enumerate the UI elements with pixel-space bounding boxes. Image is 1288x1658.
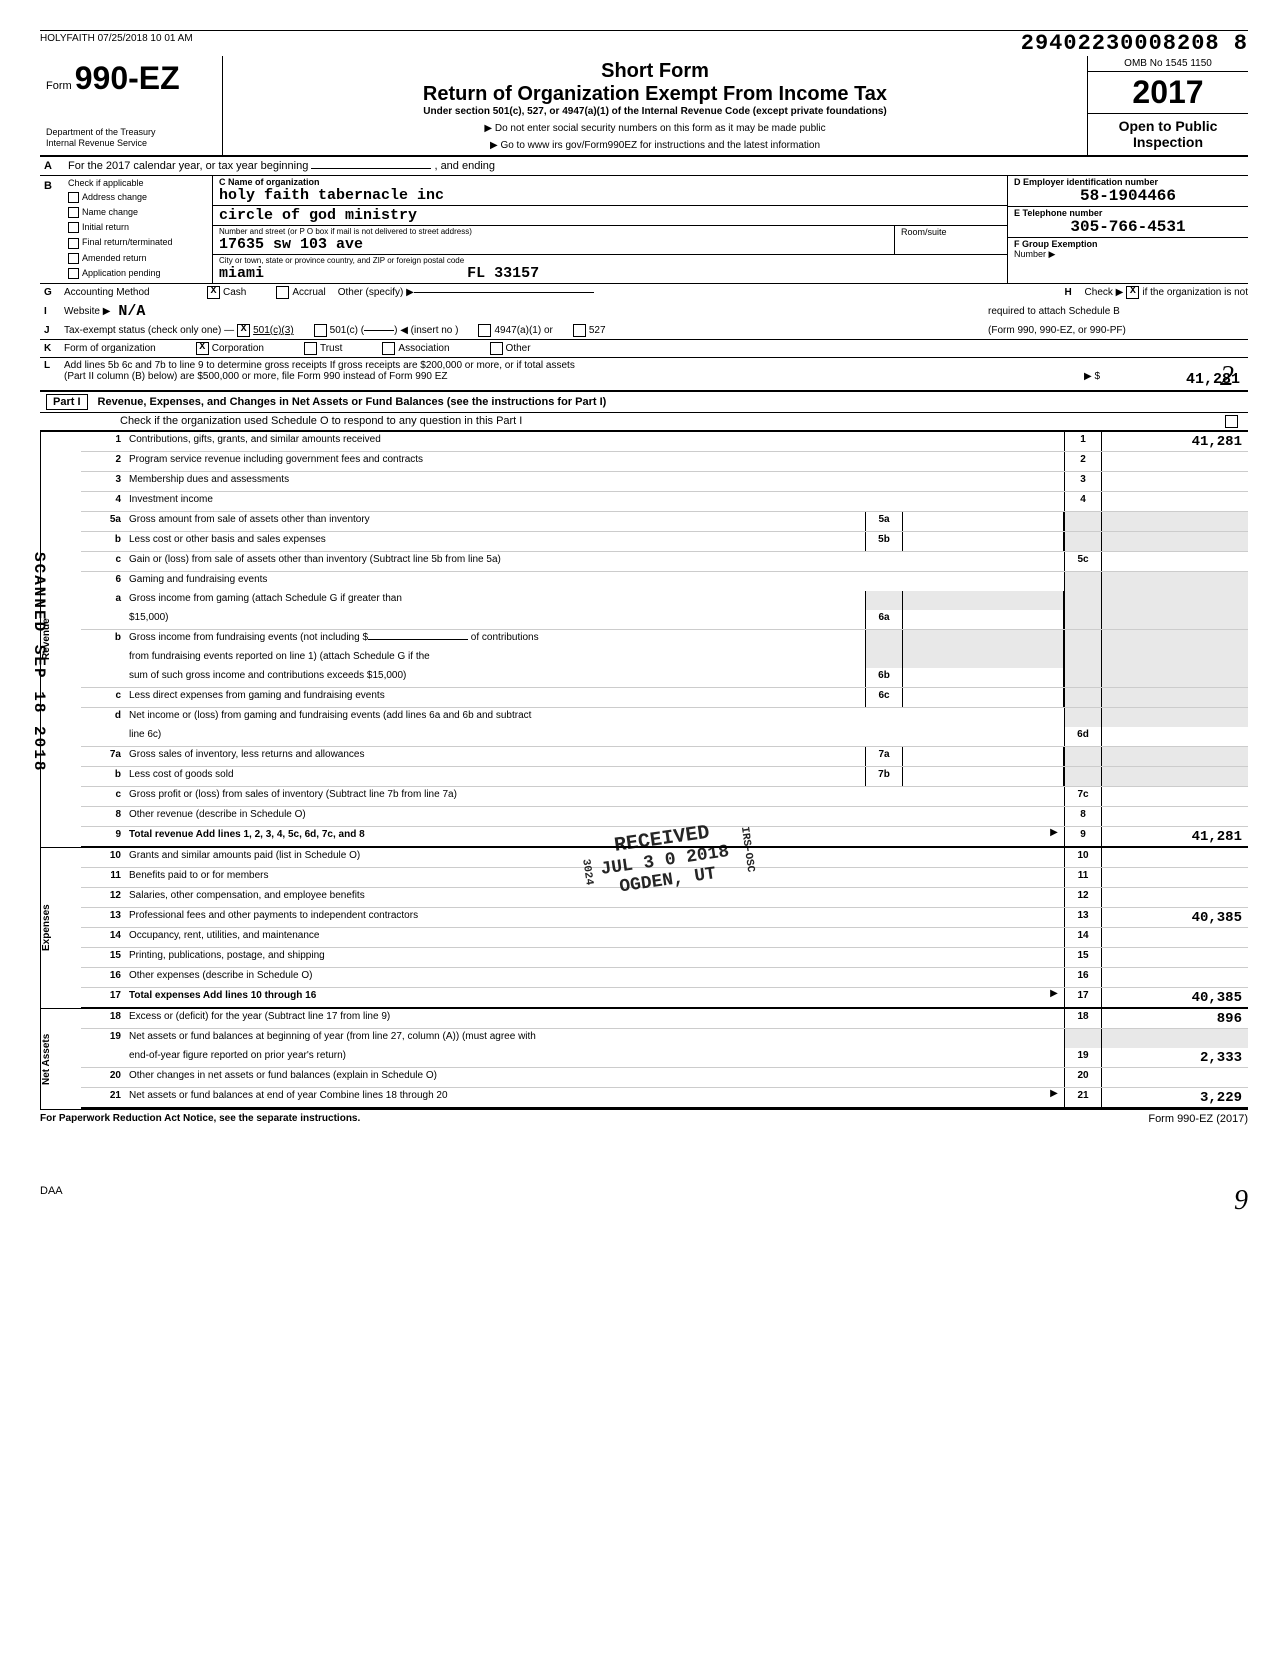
chk-4947[interactable] bbox=[478, 324, 491, 337]
arrow-1: ▶ Do not enter social security numbers o… bbox=[231, 123, 1079, 134]
addr-label: Number and street (or P O box if mail is… bbox=[219, 227, 888, 236]
street-address: 17635 sw 103 ave bbox=[219, 236, 888, 253]
h-text2: required to attach Schedule B bbox=[988, 306, 1248, 317]
ein: 58-1904466 bbox=[1014, 187, 1242, 205]
letter-h: H bbox=[1061, 287, 1085, 298]
main-title: Return of Organization Exempt From Incom… bbox=[231, 83, 1079, 106]
phone: 305-766-4531 bbox=[1014, 218, 1242, 236]
line21-value: 3,229 bbox=[1102, 1088, 1248, 1107]
room-label: Room/suite bbox=[894, 226, 1007, 254]
dept-treasury: Department of the Treasury bbox=[46, 127, 216, 138]
page-number: 9 bbox=[1234, 1185, 1248, 1217]
handwritten-2: 2 bbox=[1220, 361, 1234, 393]
letter-g: G bbox=[40, 287, 64, 298]
website: N/A bbox=[118, 303, 145, 320]
section-a-end: , and ending bbox=[434, 160, 495, 172]
chk-addr[interactable] bbox=[68, 192, 79, 203]
org-name-1: holy faith tabernacle inc bbox=[219, 187, 444, 204]
chk-name[interactable] bbox=[68, 207, 79, 218]
line19-value: 2,333 bbox=[1102, 1048, 1248, 1067]
f-label2: Number ▶ bbox=[1014, 249, 1242, 260]
software-stamp: HOLYFAITH 07/25/2018 10 01 AM bbox=[40, 31, 193, 44]
part1-label: Part I bbox=[46, 394, 88, 410]
control-number: 29402230008208 8 bbox=[1021, 31, 1248, 56]
letter-l: L bbox=[40, 360, 64, 371]
footer-right: Form 990-EZ (2017) bbox=[1148, 1113, 1248, 1125]
chk-501c[interactable] bbox=[314, 324, 327, 337]
part1-header: Part I Revenue, Expenses, and Changes in… bbox=[40, 390, 1248, 413]
irs-label: Internal Revenue Service bbox=[46, 138, 216, 149]
footer-left: For Paperwork Reduction Act Notice, see … bbox=[40, 1113, 360, 1124]
e-label: E Telephone number bbox=[1014, 208, 1242, 218]
section-a-text: For the 2017 calendar year, or tax year … bbox=[68, 160, 308, 172]
line1-value: 41,281 bbox=[1102, 432, 1248, 451]
city-label: City or town, state or province country,… bbox=[219, 256, 1001, 265]
line18-value: 896 bbox=[1102, 1009, 1248, 1028]
top-row: HOLYFAITH 07/25/2018 10 01 AM 2940223000… bbox=[40, 30, 1248, 56]
letter-j: J bbox=[40, 325, 64, 336]
chk-accrual[interactable] bbox=[276, 286, 289, 299]
open-public: Open to Public bbox=[1092, 118, 1244, 134]
form-box: Form 990-EZ Department of the Treasury I… bbox=[40, 56, 223, 155]
l-text1: Add lines 5b 6c and 7b to line 9 to dete… bbox=[64, 360, 1248, 371]
line13-value: 40,385 bbox=[1102, 908, 1248, 927]
scanned-stamp: SCANNED SEP 18 2018 bbox=[30, 552, 48, 772]
chk-amend[interactable] bbox=[68, 253, 79, 264]
form-number: 990-EZ bbox=[75, 60, 180, 96]
chk-cash[interactable]: X bbox=[207, 286, 220, 299]
chk-h[interactable]: X bbox=[1126, 286, 1139, 299]
line9-value: 41,281 bbox=[1102, 827, 1248, 846]
omb-number: OMB No 1545 1150 bbox=[1088, 56, 1248, 72]
side-netassets: Net Assets bbox=[40, 1009, 81, 1109]
city: miami bbox=[219, 265, 264, 282]
short-form-label: Short Form bbox=[231, 60, 1079, 83]
chk-app[interactable] bbox=[68, 268, 79, 279]
inspection: Inspection bbox=[1092, 134, 1244, 150]
chk-corp[interactable]: X bbox=[196, 342, 209, 355]
g-label: Accounting Method bbox=[64, 287, 204, 298]
b-label: Check if applicable bbox=[68, 178, 208, 188]
org-name-2: circle of god ministry bbox=[219, 207, 417, 224]
f-label: F Group Exemption bbox=[1014, 239, 1242, 249]
tax-year: 2017 bbox=[1088, 72, 1248, 114]
chk-501c3[interactable]: X bbox=[237, 324, 250, 337]
l-arrow: ▶ $ bbox=[1040, 371, 1100, 388]
chk-trust[interactable] bbox=[304, 342, 317, 355]
c-label: C Name of organization bbox=[219, 177, 1001, 187]
chk-other[interactable] bbox=[490, 342, 503, 355]
letter-b: B bbox=[40, 176, 64, 283]
side-expenses: Expenses bbox=[40, 848, 81, 1008]
daa: DAA bbox=[40, 1185, 63, 1217]
chk-527[interactable] bbox=[573, 324, 586, 337]
form-header: Form 990-EZ Department of the Treasury I… bbox=[40, 56, 1248, 157]
arrow-2: ▶ Go to www irs gov/Form990EZ for instru… bbox=[231, 140, 1079, 151]
letter-i: I bbox=[40, 306, 64, 317]
subtitle: Under section 501(c), 527, or 4947(a)(1)… bbox=[231, 106, 1079, 117]
footer: For Paperwork Reduction Act Notice, see … bbox=[40, 1109, 1248, 1125]
line17-value: 40,385 bbox=[1102, 988, 1248, 1007]
chk-init[interactable] bbox=[68, 222, 79, 233]
chk-assoc[interactable] bbox=[382, 342, 395, 355]
title-box: Short Form Return of Organization Exempt… bbox=[223, 56, 1087, 155]
letter-k: K bbox=[40, 343, 64, 354]
other-specify-blank bbox=[414, 292, 594, 293]
year-begin-blank bbox=[311, 168, 431, 169]
state-zip: FL 33157 bbox=[467, 265, 539, 282]
h-text3: (Form 990, 990-EZ, or 990-PF) bbox=[988, 325, 1248, 336]
chk-final[interactable] bbox=[68, 238, 79, 249]
part1-title: Revenue, Expenses, and Changes in Net As… bbox=[98, 396, 607, 408]
row-a: A For the 2017 calendar year, or tax yea… bbox=[40, 157, 1248, 176]
form-word: Form bbox=[46, 80, 72, 92]
letter-a: A bbox=[40, 160, 64, 172]
year-box: OMB No 1545 1150 2017 Open to Public Ins… bbox=[1087, 56, 1248, 155]
l-text2: (Part II column (B) below) are $500,000 … bbox=[64, 371, 1040, 388]
part1-check-text: Check if the organization used Schedule … bbox=[120, 415, 522, 428]
chk-schedule-o[interactable] bbox=[1225, 415, 1238, 428]
d-label: D Employer identification number bbox=[1014, 177, 1242, 187]
